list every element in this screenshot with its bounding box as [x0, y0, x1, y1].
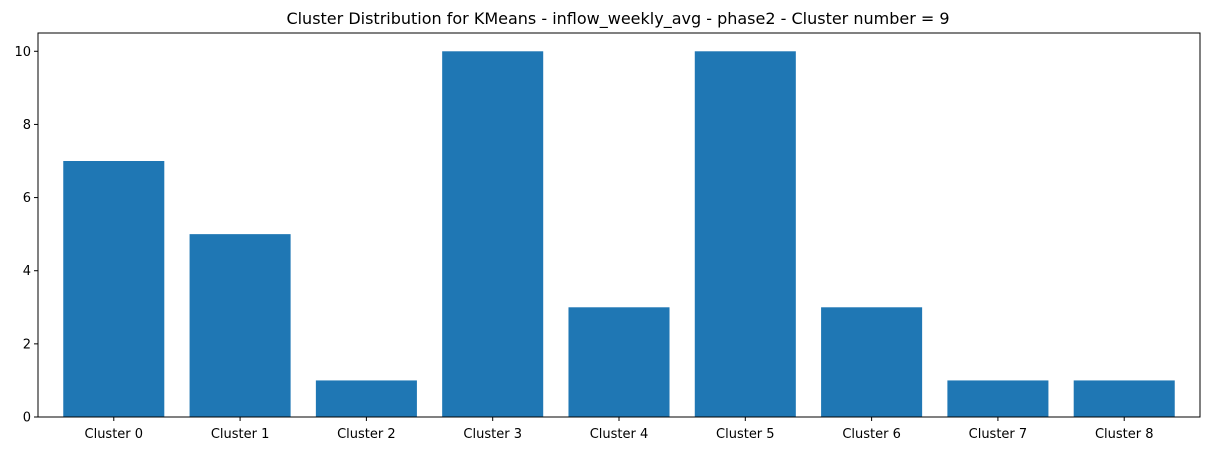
- bar-cluster-3: [442, 51, 544, 417]
- x-tick-label: Cluster 3: [463, 427, 522, 442]
- y-tick-label: 2: [23, 337, 31, 352]
- bar-cluster-2: [315, 380, 417, 417]
- y-tick-label: 0: [23, 411, 31, 426]
- y-tick-label: 8: [23, 118, 31, 133]
- x-tick-label: Cluster 1: [211, 427, 270, 442]
- x-tick-label: Cluster 4: [590, 427, 649, 442]
- x-tick-label: Cluster 5: [716, 427, 775, 442]
- x-tick-label: Cluster 7: [969, 427, 1028, 442]
- x-tick-label: Cluster 0: [85, 427, 144, 442]
- y-axis: 0 2 4 6 8 10: [14, 45, 38, 426]
- bar-cluster-4: [568, 307, 670, 417]
- bar-cluster-0: [63, 161, 165, 417]
- x-tick-label: Cluster 6: [842, 427, 901, 442]
- bar-cluster-6: [821, 307, 923, 417]
- bars: [63, 51, 1175, 417]
- y-tick-label: 6: [23, 191, 31, 206]
- y-tick-label: 4: [23, 264, 31, 279]
- chart-title: Cluster Distribution for KMeans - inflow…: [286, 9, 949, 29]
- bar-cluster-5: [694, 51, 796, 417]
- bar-cluster-8: [1073, 380, 1175, 417]
- x-tick-label: Cluster 8: [1095, 427, 1154, 442]
- plot-frame: [37, 32, 1201, 418]
- x-tick-label: Cluster 2: [337, 427, 396, 442]
- bar-cluster-1: [189, 234, 291, 417]
- bar-cluster-7: [947, 380, 1049, 417]
- y-tick-label: 10: [14, 45, 31, 60]
- x-axis: Cluster 0 Cluster 1 Cluster 2 Cluster 3 Clus…: [85, 417, 1154, 442]
